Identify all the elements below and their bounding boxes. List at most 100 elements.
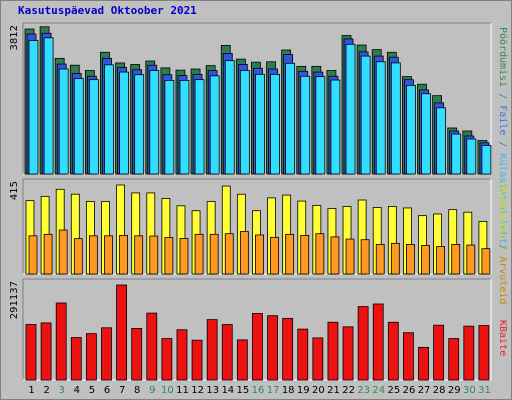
bar-bytes-day-11 bbox=[176, 329, 188, 381]
legend-bot-part-0: KBaite bbox=[497, 320, 508, 356]
day-label-3: 3 bbox=[59, 385, 65, 396]
bar-files-day-23 bbox=[360, 55, 371, 175]
day-label-15: 15 bbox=[237, 385, 250, 396]
day-label-1: 1 bbox=[28, 385, 34, 396]
panel-top-shadow bbox=[22, 22, 491, 174]
bar-files2-day-2 bbox=[43, 233, 53, 275]
day-label-30: 30 bbox=[463, 385, 476, 396]
panel-mid-shadow bbox=[22, 178, 491, 274]
panel-bot-shadow bbox=[22, 278, 491, 380]
day-label-17: 17 bbox=[267, 385, 280, 396]
bar-files2-day-7 bbox=[119, 234, 128, 275]
legend-bot: KBaite bbox=[497, 320, 508, 356]
bar-bytes-day-27 bbox=[418, 346, 429, 381]
bar-files-day-18 bbox=[285, 62, 296, 175]
bar-bytes-day-7 bbox=[116, 284, 127, 381]
day-label-25: 25 bbox=[388, 385, 401, 396]
bar-files-day-6 bbox=[104, 64, 114, 175]
bar-bytes-day-10 bbox=[161, 338, 173, 381]
bar-files-day-17 bbox=[270, 73, 280, 175]
bar-files-day-31 bbox=[481, 145, 492, 175]
bar-files2-day-23 bbox=[360, 239, 370, 275]
bar-files-day-2 bbox=[43, 37, 54, 175]
bar-files-day-12 bbox=[194, 79, 205, 175]
bar-bytes-day-1 bbox=[25, 324, 37, 381]
bar-bytes-day-5 bbox=[85, 333, 97, 381]
bar-bytes-day-4 bbox=[70, 337, 82, 381]
bar-files2-day-4 bbox=[73, 238, 83, 275]
day-label-24: 24 bbox=[372, 385, 385, 396]
day-label-28: 28 bbox=[433, 385, 446, 396]
day-label-26: 26 bbox=[403, 385, 416, 396]
bar-files2-day-28 bbox=[436, 246, 446, 275]
bar-files-day-14 bbox=[224, 60, 235, 175]
bar-files2-day-31 bbox=[481, 248, 491, 275]
bar-bytes-day-19 bbox=[297, 328, 309, 381]
bar-files-day-7 bbox=[119, 71, 129, 175]
day-label-14: 14 bbox=[221, 385, 234, 396]
bar-bytes-day-13 bbox=[206, 319, 218, 381]
day-label-4: 4 bbox=[74, 385, 80, 396]
bar-files-day-26 bbox=[406, 84, 416, 175]
bar-files2-day-12 bbox=[194, 233, 204, 275]
bar-bytes-day-28 bbox=[433, 324, 445, 381]
bar-files2-day-14 bbox=[224, 233, 234, 275]
bar-files-day-27 bbox=[421, 93, 431, 175]
day-label-23: 23 bbox=[357, 385, 370, 396]
bar-bytes-day-20 bbox=[312, 337, 324, 381]
day-label-5: 5 bbox=[89, 385, 95, 396]
bar-bytes-day-22 bbox=[342, 326, 354, 381]
bar-files-day-24 bbox=[375, 61, 386, 175]
bar-files-day-16 bbox=[255, 73, 265, 175]
bar-bytes-day-16 bbox=[252, 313, 263, 381]
bar-bytes-day-21 bbox=[327, 321, 339, 381]
bar-bytes-day-2 bbox=[40, 322, 52, 381]
bar-files2-day-16 bbox=[255, 234, 264, 275]
bar-files-day-4 bbox=[73, 78, 84, 175]
bar-bytes-day-3 bbox=[55, 302, 67, 381]
bar-files2-day-29 bbox=[451, 244, 461, 275]
bar-files2-day-13 bbox=[209, 233, 219, 275]
bar-bytes-day-31 bbox=[478, 325, 490, 381]
day-label-19: 19 bbox=[297, 385, 310, 396]
bar-files-day-20 bbox=[315, 76, 326, 175]
day-label-9: 9 bbox=[149, 385, 155, 396]
legend-top-part-2: Faile bbox=[497, 105, 508, 135]
bar-bytes-day-14 bbox=[221, 324, 233, 381]
bar-bytes-day-30 bbox=[463, 325, 475, 381]
bar-files-day-25 bbox=[390, 62, 401, 175]
day-label-11: 11 bbox=[176, 385, 189, 396]
ymax-label-mid: 415 bbox=[9, 181, 20, 200]
legend-mid-part-0: Külastusi bbox=[497, 184, 508, 238]
bar-files2-day-3 bbox=[58, 229, 68, 275]
bar-bytes-day-18 bbox=[282, 317, 294, 381]
bar-files-day-29 bbox=[451, 133, 462, 175]
bar-files2-day-10 bbox=[164, 237, 174, 275]
bar-files2-day-15 bbox=[239, 231, 249, 275]
day-label-8: 8 bbox=[134, 385, 140, 396]
bar-files-day-9 bbox=[149, 70, 160, 175]
day-label-7: 7 bbox=[119, 385, 125, 396]
bar-files-day-8 bbox=[134, 74, 145, 175]
bar-files2-day-11 bbox=[179, 237, 189, 275]
chart-title: Kasutuspäevad Oktoober 2021 bbox=[18, 4, 197, 17]
ymax-label-bot: 291137 bbox=[9, 281, 20, 319]
day-label-16: 16 bbox=[252, 385, 265, 396]
bar-bytes-day-12 bbox=[191, 339, 203, 381]
bar-files-day-5 bbox=[88, 79, 99, 175]
day-label-27: 27 bbox=[418, 385, 431, 396]
bar-files-day-13 bbox=[209, 75, 220, 175]
bar-files2-day-6 bbox=[104, 235, 113, 275]
legend-top-part-1: / bbox=[497, 87, 508, 105]
bar-files2-day-26 bbox=[406, 244, 415, 275]
bar-bytes-day-23 bbox=[357, 306, 369, 381]
ymax-label-top: 3812 bbox=[9, 25, 20, 50]
day-label-13: 13 bbox=[206, 385, 219, 396]
bar-bytes-day-29 bbox=[448, 338, 460, 381]
bar-files-day-28 bbox=[436, 107, 447, 175]
bar-files2-day-21 bbox=[330, 236, 340, 275]
legend-mid-part-1: / bbox=[497, 238, 508, 256]
bar-bytes-day-15 bbox=[236, 339, 248, 381]
bar-files2-day-30 bbox=[466, 244, 476, 275]
bar-files2-day-24 bbox=[375, 244, 385, 275]
